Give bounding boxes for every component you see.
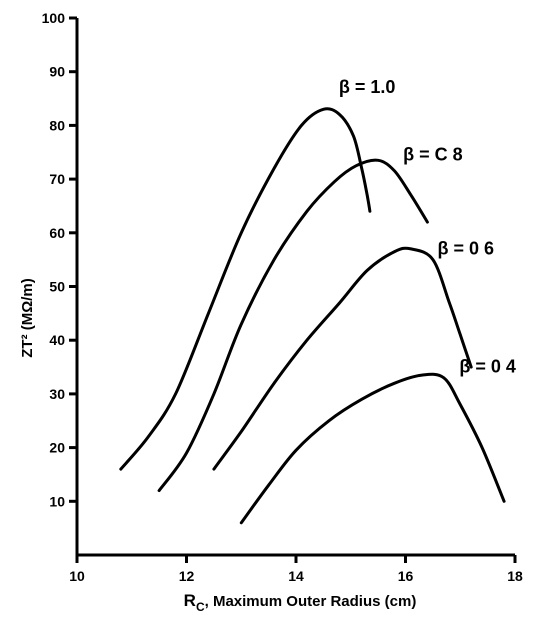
y-tick-label: 10 bbox=[49, 493, 65, 509]
x-axis-title: RC, Maximum Outer Radius (cm) bbox=[184, 591, 417, 614]
curve-labels: β = 1.0 β = C 8 β = 0 6 β = 0 4 bbox=[339, 77, 516, 376]
y-tick-label: 70 bbox=[49, 171, 65, 187]
y-tick-label: 50 bbox=[49, 279, 65, 295]
x-axis-title-text: , Maximum Outer Radius (cm) bbox=[205, 593, 417, 610]
curve-label: β = 0 6 bbox=[437, 238, 494, 258]
curve-label: β = 0 4 bbox=[459, 356, 516, 376]
series-line-2 bbox=[212, 246, 473, 471]
x-tick-label: 18 bbox=[507, 568, 523, 584]
curve-label: β = 1.0 bbox=[339, 77, 396, 97]
y-tick-label: 60 bbox=[49, 225, 65, 241]
y-tick-label: 20 bbox=[49, 440, 65, 456]
y-tick-label: 80 bbox=[49, 117, 65, 133]
y-axis-title: ZT² (MΩ/m) bbox=[19, 278, 36, 358]
x-axis-title-subscript: C bbox=[196, 600, 205, 614]
ticks: 10 20 30 40 50 60 70 80 90 100 10 12 14 16 18 bbox=[42, 10, 523, 584]
curve-label: β = C 8 bbox=[403, 144, 463, 164]
y-tick-label: 30 bbox=[49, 386, 65, 402]
series-line-3 bbox=[239, 372, 506, 525]
x-tick-label: 14 bbox=[288, 568, 304, 584]
y-tick-label: 90 bbox=[49, 64, 65, 80]
series-layer bbox=[119, 107, 506, 525]
series-line-0 bbox=[119, 107, 372, 471]
x-tick-label: 16 bbox=[398, 568, 414, 584]
x-axis-title-symbol: R bbox=[184, 591, 196, 610]
y-tick-label: 100 bbox=[42, 10, 66, 26]
series-line-1 bbox=[157, 158, 429, 493]
x-tick-label: 10 bbox=[69, 568, 85, 584]
x-tick-label: 12 bbox=[179, 568, 195, 584]
axes bbox=[75, 18, 515, 557]
y-tick-label: 40 bbox=[49, 332, 65, 348]
